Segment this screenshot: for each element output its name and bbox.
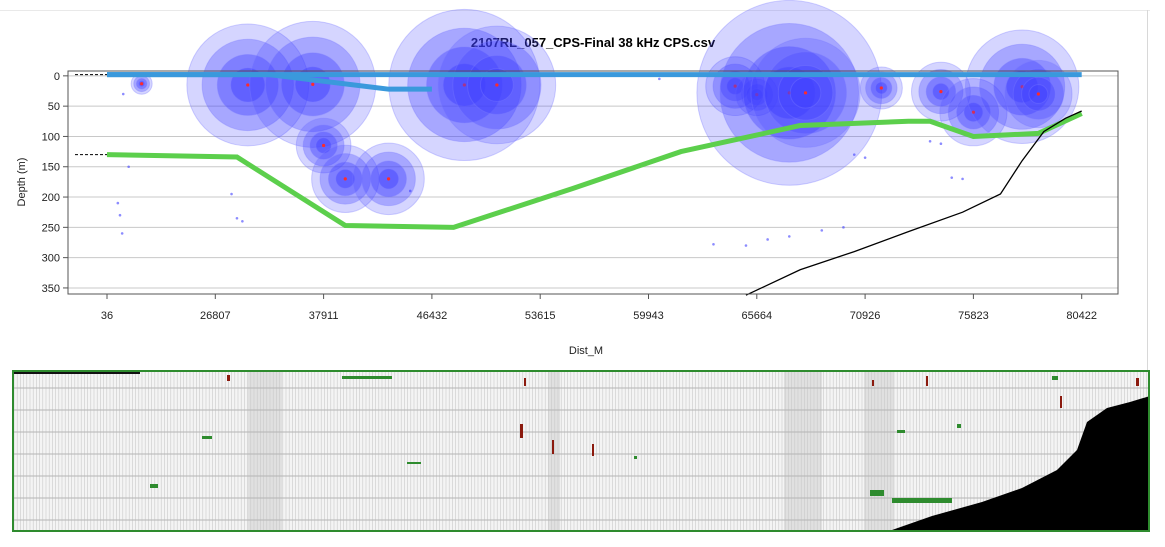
red-speck bbox=[1060, 396, 1062, 408]
bubble-center-mark bbox=[755, 93, 759, 97]
green-speck bbox=[1052, 376, 1058, 380]
echo-dot bbox=[120, 232, 124, 235]
bubble-center-mark bbox=[343, 177, 347, 181]
echo-dot bbox=[408, 189, 412, 193]
y-axis: 0 50 100 150 200 250 300 350 bbox=[42, 71, 68, 295]
x-tick-label: 37911 bbox=[309, 310, 339, 322]
bubble-center-mark bbox=[140, 82, 144, 86]
green-speck bbox=[407, 462, 421, 464]
echo-dot bbox=[928, 139, 932, 143]
red-speck bbox=[872, 380, 874, 386]
seabed-fill bbox=[892, 396, 1150, 532]
y-tick-label: 100 bbox=[42, 131, 60, 143]
bubble-center-mark bbox=[971, 110, 976, 114]
echogram-band bbox=[248, 370, 282, 532]
bubble-center-mark bbox=[322, 143, 326, 148]
red-speck bbox=[926, 376, 928, 386]
x-tick-label: 53615 bbox=[525, 310, 556, 322]
echo-dot bbox=[842, 226, 845, 229]
y-tick-label: 300 bbox=[42, 253, 60, 265]
red-speck bbox=[227, 375, 230, 381]
x-axis-label: Dist_M bbox=[569, 345, 603, 357]
right-border bbox=[1147, 10, 1148, 370]
echo-dot bbox=[939, 142, 943, 146]
echo-dot bbox=[116, 201, 120, 205]
echogram-specks bbox=[150, 375, 1139, 503]
echogram-background bbox=[12, 370, 1150, 532]
top-border bbox=[0, 10, 1150, 11]
y-tick-label: 0 bbox=[54, 71, 60, 83]
x-tick-label: 65664 bbox=[742, 310, 773, 322]
y-tick-label: 350 bbox=[42, 283, 60, 295]
plot-frame bbox=[67, 70, 1119, 295]
echogram-band bbox=[864, 370, 894, 532]
echo-dot bbox=[658, 77, 661, 81]
red-speck bbox=[520, 424, 523, 438]
echo-dot bbox=[950, 176, 954, 179]
y-tick-label: 200 bbox=[42, 192, 60, 204]
echo-dot bbox=[118, 213, 122, 217]
echo-dot bbox=[121, 92, 125, 96]
echo-dot bbox=[241, 219, 244, 223]
red-speck bbox=[552, 440, 554, 454]
bubble-center-mark bbox=[733, 84, 737, 88]
x-tick-label: 70926 bbox=[850, 310, 881, 322]
red-speck bbox=[592, 444, 594, 456]
echo-dot bbox=[235, 216, 239, 220]
bubble-center-mark bbox=[311, 82, 315, 86]
x-tick-label: 26807 bbox=[200, 310, 231, 322]
echo-dot bbox=[744, 244, 748, 247]
red-speck bbox=[524, 378, 526, 386]
scatter-plot: 2107RL_057_CPS-Final 38 kHz CPS.csv 0 50 1… bbox=[16, 0, 1119, 357]
green-speck bbox=[957, 424, 961, 428]
y-tick-label: 50 bbox=[48, 101, 60, 113]
y-axis-label: Depth (m) bbox=[16, 158, 28, 207]
bubble-center-mark bbox=[386, 177, 391, 181]
echo-dot bbox=[820, 229, 824, 232]
x-tick-label: 59943 bbox=[633, 310, 664, 322]
green-speck bbox=[897, 430, 905, 433]
red-speck bbox=[1136, 378, 1139, 386]
echogram-panel bbox=[12, 370, 1150, 532]
green-speck bbox=[202, 436, 212, 439]
x-tick-label: 46432 bbox=[417, 310, 448, 322]
x-tick-label: 80422 bbox=[1066, 310, 1097, 322]
echo-dot bbox=[852, 153, 856, 156]
bubble-center-mark bbox=[246, 83, 250, 87]
x-axis: 36 26807 37911 46432 53615 59943 65664 70926 758… bbox=[101, 294, 1097, 322]
bubble-center-mark bbox=[879, 86, 883, 90]
echogram-band bbox=[784, 370, 822, 532]
echogram-horizontal-lines bbox=[12, 387, 1150, 521]
echo-dot bbox=[712, 243, 715, 246]
green-speck bbox=[342, 376, 392, 379]
green-speck bbox=[150, 484, 158, 488]
echogram-border bbox=[12, 370, 1150, 532]
bubble-center-mark bbox=[1020, 85, 1024, 89]
y-tick-label: 150 bbox=[42, 162, 60, 174]
x-tick-label: 75823 bbox=[958, 310, 989, 322]
echo-dot bbox=[127, 165, 130, 169]
bottom-line bbox=[106, 111, 1083, 230]
seabed-line bbox=[745, 110, 1082, 296]
bubble-center-mark bbox=[803, 91, 808, 95]
green-speck bbox=[870, 490, 884, 496]
echo-dot bbox=[230, 192, 233, 196]
bubble-center-mark bbox=[1036, 92, 1040, 96]
bubble-center-mark bbox=[462, 83, 466, 87]
green-speck bbox=[634, 456, 637, 459]
bubble-center-mark bbox=[787, 91, 791, 95]
bubble-center-mark bbox=[939, 90, 943, 94]
y-tick-label: 250 bbox=[42, 222, 60, 234]
echo-dot bbox=[863, 156, 867, 159]
echo-dot bbox=[766, 238, 769, 241]
x-tick-label: 36 bbox=[101, 310, 113, 322]
chart-title: 2107RL_057_CPS-Final 38 kHz CPS.csv bbox=[471, 35, 716, 50]
bubble-center-mark bbox=[495, 83, 499, 87]
echo-dot bbox=[961, 177, 964, 181]
surface-step-line bbox=[107, 72, 432, 92]
echo-dot bbox=[787, 235, 791, 238]
green-speck bbox=[892, 498, 952, 503]
line-layer bbox=[75, 72, 1083, 296]
